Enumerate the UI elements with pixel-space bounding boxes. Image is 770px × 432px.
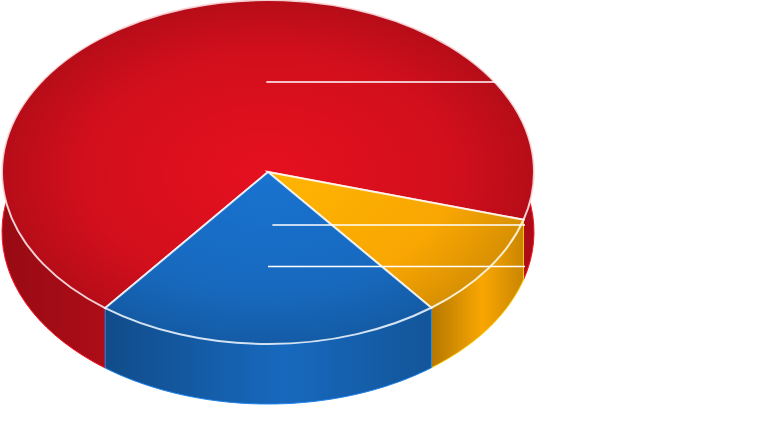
leader-line (268, 266, 525, 268)
pie-top (2, 0, 534, 344)
chart-container (0, 0, 770, 432)
pie-slice (105, 172, 431, 344)
pie-marks (2, 0, 534, 404)
pie-slice-side (2, 0, 534, 368)
chart-svg (0, 0, 770, 432)
leader-line (272, 224, 525, 226)
leader-line (266, 81, 525, 83)
